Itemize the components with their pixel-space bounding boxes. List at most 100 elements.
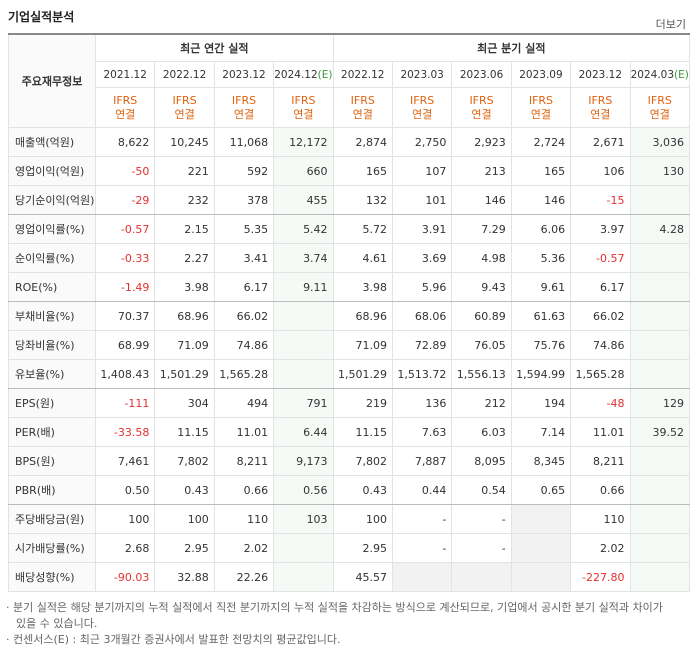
value-cell: 11.15: [332, 417, 393, 447]
value-cell: 4.98: [451, 243, 512, 273]
value-cell: [629, 446, 691, 476]
value-cell: 68.96: [154, 301, 215, 331]
accounting-standard: IFRS: [528, 93, 554, 107]
value-cell: 194: [510, 388, 572, 418]
period: 2023.09: [519, 68, 563, 81]
value-cell: 2.02: [570, 533, 631, 563]
value-cell: 9.61: [510, 272, 572, 302]
accounting-header: IFRS 연결: [570, 87, 631, 128]
header-row: 2021.12 2022.12 2023.12 2024.12(E) 2022.12 20…: [9, 61, 691, 88]
accounting-standard: IFRS: [113, 93, 138, 107]
accounting-header: IFRS 연결: [94, 87, 156, 128]
value-cell: [510, 504, 572, 534]
value-cell: 146: [451, 185, 512, 215]
data-row: PBR(배) 0.50 0.43 0.66 0.56 0.43 0.44 0.54 0.65 0.…: [8, 475, 691, 505]
value-cell: [629, 475, 691, 505]
row-label: PER(배): [8, 417, 96, 447]
value-cell: 68.06: [391, 301, 453, 331]
accounting-header: IFRS 연결: [154, 87, 215, 128]
consolidation: 연결: [471, 107, 492, 121]
value-cell: 3.74: [273, 243, 334, 273]
accounting-standard: IFRS: [588, 93, 613, 107]
value-cell: -227.80: [570, 562, 631, 592]
consolidation: 연결: [649, 107, 670, 121]
value-cell: [629, 185, 691, 215]
value-cell: [629, 504, 691, 534]
header-row: IFRS 연결 IFRS 연결 IFRS 연결 IFRS 연결 IFRS 연결 IFRS 연결 IFRS…: [9, 87, 691, 128]
period-header: 2023.09: [510, 61, 572, 88]
value-cell: -33.58: [94, 417, 156, 447]
more-link[interactable]: 더보기: [655, 18, 686, 31]
note: · 분기 실적은 해당 분기까지의 누적 실적에서 직전 분기까지의 누적 실적…: [6, 601, 663, 630]
value-cell: 107: [391, 156, 453, 186]
consolidation: 연결: [233, 107, 255, 121]
data-row: 부채비율(%) 70.37 68.96 66.02 68.96 68.06 60.89 61.…: [8, 301, 691, 331]
section-title: 기업실적분석: [8, 10, 75, 24]
value-cell: -0.57: [94, 214, 156, 244]
value-cell: -50: [94, 156, 156, 186]
value-cell: 0.50: [94, 475, 156, 505]
value-cell: 11,068: [213, 127, 275, 157]
data-row: 주당배당금(원) 100 100 110 103 100- -110: [8, 504, 691, 534]
estimate-mark: (E): [674, 68, 689, 81]
value-cell: 3.91: [391, 214, 453, 244]
value-cell: 68.96: [332, 301, 393, 331]
value-cell: 455: [273, 185, 334, 215]
value-cell: [629, 533, 691, 563]
value-cell: 494: [213, 388, 275, 418]
value-cell: 11.01: [570, 417, 631, 447]
accounting-header: IFRS 연결: [629, 87, 691, 128]
value-cell: [629, 272, 691, 302]
data-row: 배당성향(%) -90.03 32.88 22.26 45.57 -227.80: [8, 562, 691, 592]
value-cell: [273, 330, 334, 360]
data-row: EPS(원) -111 304 494 791 219 136 212 194 -48 129: [8, 388, 691, 418]
period-header: 2023.03: [391, 61, 453, 88]
value-cell: -48: [570, 388, 631, 418]
row-label: EPS(원): [8, 388, 96, 418]
value-cell: 70.37: [94, 301, 156, 331]
value-cell: 6.17: [213, 272, 275, 302]
value-cell: 103: [273, 504, 334, 534]
value-cell: -0.57: [570, 243, 631, 273]
value-cell: 219: [332, 388, 393, 418]
period: 2024.03: [630, 68, 675, 81]
value-cell: 8,211: [570, 446, 631, 476]
value-cell: [273, 301, 334, 331]
row-label: 순이익률(%): [8, 243, 96, 273]
period: 2023.12: [578, 68, 623, 81]
value-cell: 3.41: [213, 243, 275, 273]
value-cell: 10,245: [154, 127, 215, 157]
value-cell: 8,345: [510, 446, 572, 476]
value-cell: 1,501.29: [332, 359, 393, 389]
value-cell: 68.99: [94, 330, 156, 360]
value-cell: -: [451, 533, 512, 563]
data-row: 순이익률(%) -0.33 2.27 3.41 3.74 4.61 3.69 4.98 5.36…: [8, 243, 691, 273]
value-cell: 72.89: [391, 330, 453, 360]
accounting-standard: IFRS: [291, 93, 316, 107]
accounting-standard: IFRS: [231, 93, 257, 107]
value-cell: 2.95: [154, 533, 215, 563]
value-cell: -90.03: [94, 562, 156, 592]
row-label: 배당성향(%): [8, 562, 96, 592]
value-cell: 110: [570, 504, 631, 534]
estimate-mark: (E): [317, 68, 333, 81]
accounting-standard: IFRS: [410, 93, 435, 107]
value-cell: 3.98: [154, 272, 215, 302]
value-cell: 0.66: [570, 475, 631, 505]
value-cell: 221: [154, 156, 215, 186]
value-cell: 6.06: [510, 214, 572, 244]
value-cell: 7,461: [94, 446, 156, 476]
row-label: 부채비율(%): [8, 301, 96, 331]
accounting-header: IFRS 연결: [451, 87, 512, 128]
value-cell: [391, 562, 453, 592]
value-cell: -: [391, 504, 453, 534]
value-cell: 5.96: [391, 272, 453, 302]
value-cell: 45.57: [332, 562, 393, 592]
value-cell: 2.27: [154, 243, 215, 273]
data-row: 영업이익률(%) -0.57 2.15 5.35 5.42 5.72 3.91 7.29 6.0…: [8, 214, 691, 244]
period-header: 2024.03(E): [629, 61, 691, 88]
value-cell: 2.95: [332, 533, 393, 563]
value-cell: 100: [332, 504, 393, 534]
